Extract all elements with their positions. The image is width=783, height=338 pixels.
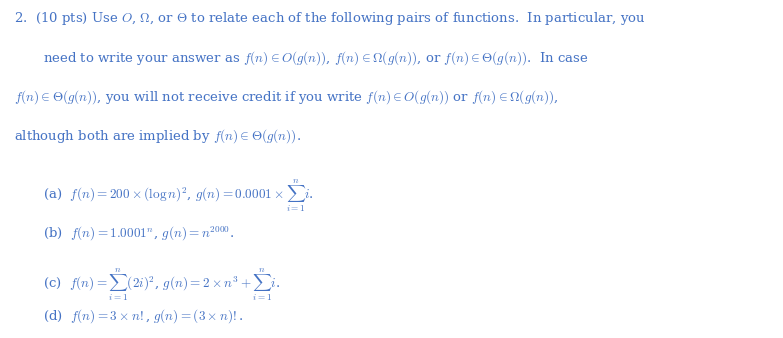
Text: $f(n) \in \Theta(g(n))$, you will not receive credit if you write $f(n) \in O(g(: $f(n) \in \Theta(g(n))$, you will not re… — [14, 88, 558, 106]
Text: (c)  $f(n) = \sum_{i=1}^{n}(2i)^2$, $g(n) = 2 \times n^3 + \sum_{i=1}^{n} i$.: (c) $f(n) = \sum_{i=1}^{n}(2i)^2$, $g(n)… — [43, 267, 280, 304]
Text: (d)  $f(n) = 3 \times n!$, $g(n) = (3 \times n)!$.: (d) $f(n) = 3 \times n!$, $g(n) = (3 \ti… — [43, 308, 244, 325]
Text: need to write your answer as $f(n) \in O(g(n))$, $f(n) \in \Omega(g(n))$, or $f(: need to write your answer as $f(n) \in O… — [43, 49, 589, 67]
Text: 2.  (10 pts) Use $O$, $\Omega$, or $\Theta$ to relate each of the following pair: 2. (10 pts) Use $O$, $\Omega$, or $\Thet… — [14, 10, 646, 27]
Text: (a)  $f(n) = 200 \times (\log n)^2$, $g(n) = 0.0001 \times \sum_{i=1}^{n} i$.: (a) $f(n) = 200 \times (\log n)^2$, $g(n… — [43, 177, 314, 214]
Text: (b)  $f(n) = 1.0001^n$, $g(n) = n^{2000}$.: (b) $f(n) = 1.0001^n$, $g(n) = n^{2000}$… — [43, 225, 234, 243]
Text: although both are implied by $f(n) \in \Theta(g(n))$.: although both are implied by $f(n) \in \… — [14, 127, 301, 145]
